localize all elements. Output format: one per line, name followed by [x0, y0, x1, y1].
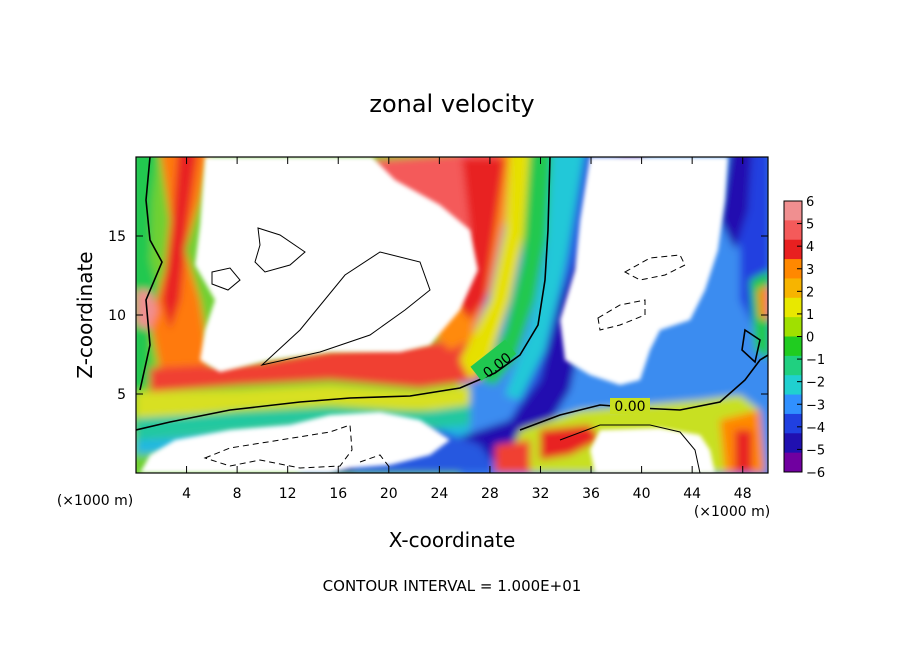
colorbar-tick-label: 4 — [806, 240, 814, 255]
y-axis: 5 10 15 — [108, 229, 768, 403]
x-tick-label: 16 — [329, 486, 347, 502]
mask-upper-left — [195, 157, 478, 372]
colorbar-swatch — [784, 375, 802, 396]
x-tick-label: 8 — [233, 486, 242, 502]
colorbar-swatch — [784, 201, 802, 221]
x-tick-label: 48 — [734, 486, 752, 502]
field-bottom-red-spot — [495, 440, 530, 473]
contour-dashed-b — [597, 299, 646, 331]
colorbar-swatch — [784, 259, 802, 279]
colorbar-swatch — [784, 336, 802, 357]
x-tick-label: 20 — [380, 486, 398, 502]
x-tick-label: 32 — [532, 486, 550, 502]
colorbar-tick-label: −5 — [806, 443, 825, 458]
field-lower-right-hot — [735, 430, 752, 473]
x-tick-label: 28 — [481, 486, 499, 502]
x-axis: 4 8 12 16 20 24 28 32 36 40 44 48 — [182, 157, 752, 502]
colorbar-swatch — [784, 413, 802, 434]
y-tick-label: 10 — [108, 308, 126, 324]
velocity-field — [136, 157, 768, 473]
chart-title: zonal velocity — [369, 90, 534, 118]
x-tick-label: 4 — [182, 486, 191, 502]
colorbar-tick-label: 3 — [806, 263, 814, 278]
contour-right-blob — [741, 328, 761, 364]
contour-label-bg-a — [470, 339, 517, 381]
contour-label-bg-b — [610, 398, 650, 414]
colorbar-tick-label: −4 — [806, 421, 825, 436]
colorbar: 6 5 4 3 2 1 0 −1 −2 −3 −4 −5 −6 — [783, 195, 825, 481]
contour-zero-main — [136, 157, 551, 431]
colorbar-swatch — [784, 297, 802, 318]
colorbar-swatch — [784, 220, 802, 241]
contour-thin — [211, 227, 701, 473]
contour-blob-c — [260, 251, 431, 366]
contour-lines — [136, 157, 768, 431]
colorbar-tick-label: −3 — [806, 398, 825, 413]
colorbar-tick-label: 2 — [806, 285, 814, 300]
colorbar-tick-label: −1 — [806, 353, 825, 368]
field-central-yellow — [460, 157, 530, 380]
x-tick-label: 12 — [279, 486, 297, 502]
x-tick-label: 36 — [582, 486, 600, 502]
colorbar-swatch — [784, 452, 802, 473]
field-central-green — [480, 157, 552, 385]
colorbar-tick-label: 1 — [806, 308, 814, 323]
field-left-green — [136, 157, 160, 394]
contour-zero-right — [519, 354, 768, 431]
x-tick-label: 40 — [633, 486, 651, 502]
colorbar-tick-label: −6 — [806, 466, 825, 481]
contour-dashed-c — [203, 424, 353, 469]
field-right-edge-orange — [758, 285, 768, 320]
contour-dashed — [203, 254, 686, 469]
contour-interval-note: CONTOUR INTERVAL = 1.000E+01 — [323, 577, 582, 595]
field-right-edge-navy — [720, 157, 752, 250]
colorbar-swatch — [784, 317, 802, 337]
colorbar-swatch — [784, 394, 802, 415]
colorbar-swatch — [784, 433, 802, 454]
contour-label-b: 0.00 — [614, 399, 645, 415]
colorbar-tick-label: 6 — [806, 195, 814, 210]
colorbar-swatch — [784, 278, 802, 299]
contour-blob-a — [254, 227, 306, 273]
x-unit-label: (×1000 m) — [57, 493, 133, 509]
contour-lower-right — [559, 424, 701, 473]
field-left-plume-core — [162, 157, 197, 330]
contour-blob-b — [211, 267, 241, 291]
y-tick-label: 15 — [108, 229, 126, 245]
contour-left-edge — [139, 157, 163, 391]
mask-lower-right — [590, 428, 715, 473]
mask-upper-right — [560, 157, 728, 385]
x-tick-label: 24 — [430, 486, 448, 502]
colorbar-tick-label: 0 — [806, 331, 814, 346]
contour-dashed-d — [359, 454, 391, 469]
y-tick-label: 5 — [117, 387, 126, 403]
colorbar-swatch — [784, 239, 802, 260]
colorbar-tick-label: 5 — [806, 218, 814, 233]
colorbar-swatch — [784, 355, 802, 376]
x-tick-label: 44 — [683, 486, 701, 502]
field-lower-right-red — [540, 425, 600, 460]
x-unit-label-right: (×1000 m) — [694, 504, 770, 520]
colorbar-tick-label: −2 — [806, 376, 825, 391]
x-axis-label: X-coordinate — [389, 528, 516, 552]
y-axis-label: Z-coordinate — [73, 251, 97, 378]
